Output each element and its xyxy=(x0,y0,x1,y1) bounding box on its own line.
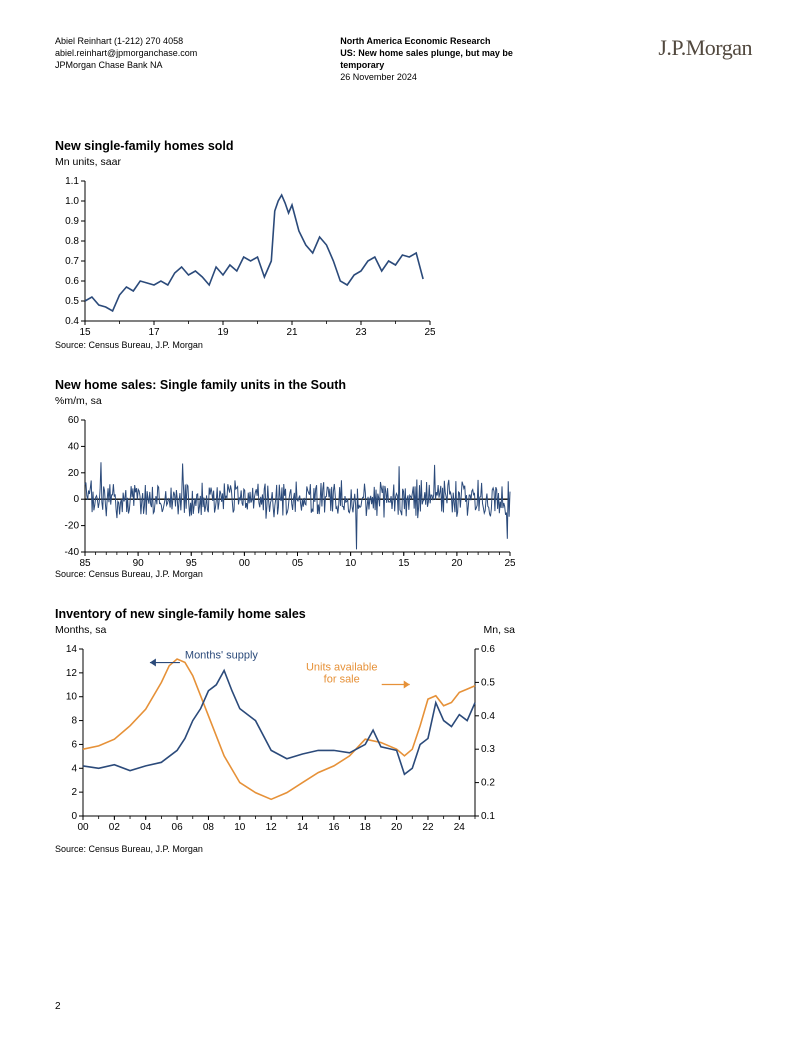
svg-text:4: 4 xyxy=(71,763,77,774)
svg-text:85: 85 xyxy=(79,558,91,567)
svg-text:0.1: 0.1 xyxy=(481,811,495,822)
svg-text:Units available: Units available xyxy=(306,661,378,673)
chart3-subtitle-right: Mn, sa xyxy=(55,624,515,636)
svg-text:25: 25 xyxy=(424,327,435,338)
svg-text:06: 06 xyxy=(172,822,184,833)
svg-text:18: 18 xyxy=(360,822,372,833)
svg-text:0: 0 xyxy=(71,811,77,822)
author-email: abiel.reinhart@jpmorganchase.com xyxy=(55,47,197,59)
svg-text:14: 14 xyxy=(66,644,78,655)
chart3-plot: 024681012140.10.20.30.40.50.600020406081… xyxy=(55,641,515,836)
svg-text:14: 14 xyxy=(297,822,309,833)
svg-text:0.6: 0.6 xyxy=(65,276,79,287)
page-number: 2 xyxy=(55,1001,61,1012)
chart3-section: Inventory of new single-family home sale… xyxy=(55,607,752,854)
report-date: 26 November 2024 xyxy=(340,71,515,83)
svg-text:1.0: 1.0 xyxy=(65,196,79,207)
author-name-phone: Abiel Reinhart (1-212) 270 4058 xyxy=(55,35,197,47)
svg-text:23: 23 xyxy=(355,327,367,338)
report-region: North America Economic Research xyxy=(340,35,515,47)
svg-text:-20: -20 xyxy=(65,520,80,531)
report-title: US: New home sales plunge, but may be te… xyxy=(340,47,515,71)
svg-text:-40: -40 xyxy=(65,547,80,558)
svg-text:2: 2 xyxy=(71,787,77,798)
svg-text:Months' supply: Months' supply xyxy=(185,649,259,661)
svg-text:6: 6 xyxy=(71,739,77,750)
svg-text:20: 20 xyxy=(68,467,80,478)
svg-text:0.8: 0.8 xyxy=(65,236,79,247)
svg-text:40: 40 xyxy=(68,441,80,452)
svg-text:08: 08 xyxy=(203,822,215,833)
svg-text:0: 0 xyxy=(73,494,79,505)
page-header: Abiel Reinhart (1-212) 270 4058 abiel.re… xyxy=(55,35,752,84)
svg-text:12: 12 xyxy=(266,822,278,833)
svg-text:90: 90 xyxy=(133,558,145,567)
author-bank: JPMorgan Chase Bank NA xyxy=(55,59,197,71)
chart3-title: Inventory of new single-family home sale… xyxy=(55,607,752,621)
svg-text:00: 00 xyxy=(77,822,89,833)
svg-text:for sale: for sale xyxy=(324,673,360,685)
jpmorgan-logo: J.P.Morgan xyxy=(658,35,752,61)
svg-text:0.3: 0.3 xyxy=(481,744,495,755)
svg-text:0.4: 0.4 xyxy=(481,710,495,721)
chart1-plot: 0.4 0.5 0.6 0.7 0.8 0.9 1.0 1.1 15 17 19 21 23 25 xyxy=(55,173,435,338)
svg-text:24: 24 xyxy=(454,822,466,833)
svg-text:04: 04 xyxy=(140,822,152,833)
svg-text:22: 22 xyxy=(422,822,434,833)
svg-text:0.5: 0.5 xyxy=(65,296,79,307)
svg-text:20: 20 xyxy=(391,822,403,833)
svg-text:02: 02 xyxy=(109,822,121,833)
svg-text:05: 05 xyxy=(292,558,304,567)
chart1-source: Source: Census Bureau, J.P. Morgan xyxy=(55,340,752,350)
chart2-source: Source: Census Bureau, J.P. Morgan xyxy=(55,569,752,579)
svg-text:21: 21 xyxy=(286,327,298,338)
chart2-subtitle: %m/m, sa xyxy=(55,395,752,407)
svg-text:60: 60 xyxy=(68,415,80,426)
svg-text:0.6: 0.6 xyxy=(481,644,495,655)
svg-text:17: 17 xyxy=(148,327,160,338)
svg-text:00: 00 xyxy=(239,558,251,567)
svg-text:15: 15 xyxy=(79,327,91,338)
header-author-block: Abiel Reinhart (1-212) 270 4058 abiel.re… xyxy=(55,35,197,71)
svg-text:95: 95 xyxy=(186,558,198,567)
svg-text:0.4: 0.4 xyxy=(65,316,79,327)
svg-text:20: 20 xyxy=(451,558,463,567)
header-report-block: North America Economic Research US: New … xyxy=(340,35,515,84)
svg-text:15: 15 xyxy=(398,558,410,567)
svg-text:1.1: 1.1 xyxy=(65,176,79,187)
chart3-source: Source: Census Bureau, J.P. Morgan xyxy=(55,844,752,854)
svg-text:10: 10 xyxy=(234,822,246,833)
svg-text:25: 25 xyxy=(504,558,515,567)
svg-text:0.5: 0.5 xyxy=(481,677,495,688)
chart1-section: New single-family homes sold Mn units, s… xyxy=(55,139,752,350)
svg-text:16: 16 xyxy=(328,822,340,833)
svg-text:12: 12 xyxy=(66,667,78,678)
chart2-section: New home sales: Single family units in t… xyxy=(55,378,752,579)
chart1-subtitle: Mn units, saar xyxy=(55,156,752,168)
svg-text:10: 10 xyxy=(66,691,78,702)
chart2-plot: -40 -20 0 20 40 60 85 90 95 00 05 10 15 20 25 xyxy=(55,412,515,567)
svg-text:0.7: 0.7 xyxy=(65,256,79,267)
chart2-title: New home sales: Single family units in t… xyxy=(55,378,752,392)
svg-text:19: 19 xyxy=(217,327,229,338)
svg-text:0.2: 0.2 xyxy=(481,777,495,788)
svg-text:8: 8 xyxy=(71,715,77,726)
chart1-title: New single-family homes sold xyxy=(55,139,752,153)
svg-text:10: 10 xyxy=(345,558,357,567)
svg-text:0.9: 0.9 xyxy=(65,216,79,227)
